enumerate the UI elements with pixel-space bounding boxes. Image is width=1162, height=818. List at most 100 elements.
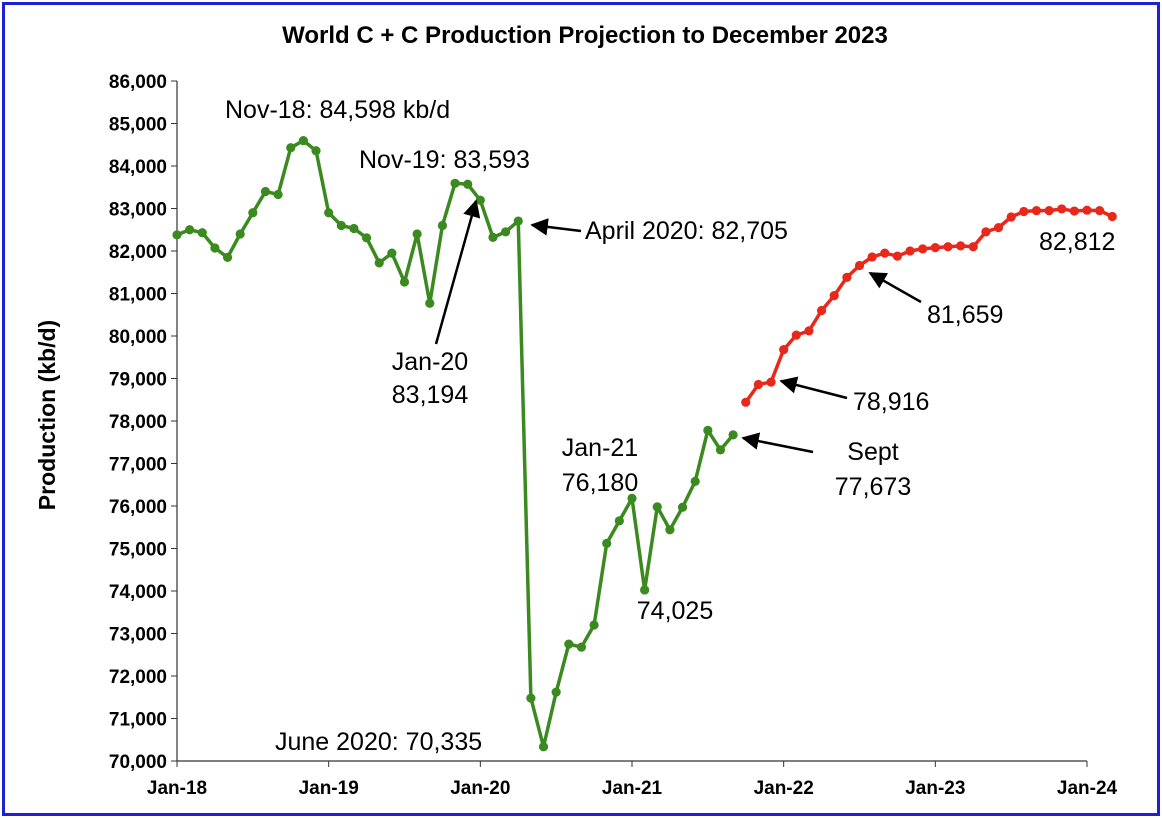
data-point bbox=[816, 305, 827, 316]
data-point bbox=[1019, 206, 1029, 217]
data-point bbox=[273, 189, 283, 200]
data-point bbox=[324, 208, 334, 218]
data-point bbox=[766, 377, 776, 387]
data-point bbox=[425, 298, 435, 308]
x-tick-label: Jan-23 bbox=[905, 778, 965, 799]
chart-title: World C + C Production Projection to Dec… bbox=[282, 22, 888, 49]
y-tick-label: 73,000 bbox=[109, 625, 167, 646]
annotation-arrow bbox=[741, 432, 814, 454]
annotation-line: Jan-21 bbox=[562, 434, 638, 462]
data-point bbox=[475, 195, 485, 205]
annotation-line: Nov-18: 84,598 kb/d bbox=[225, 96, 450, 124]
annotation-text: 81,659 bbox=[927, 301, 1003, 329]
y-tick-label: 84,000 bbox=[109, 157, 167, 178]
data-point bbox=[463, 179, 473, 189]
data-point bbox=[690, 476, 700, 486]
data-point bbox=[741, 397, 751, 407]
data-point bbox=[298, 135, 308, 146]
y-tick-label: 75,000 bbox=[109, 540, 167, 561]
data-point bbox=[488, 232, 498, 242]
data-point bbox=[943, 242, 953, 252]
data-point bbox=[640, 585, 650, 595]
y-tick-label: 80,000 bbox=[109, 327, 167, 348]
data-point bbox=[235, 229, 245, 239]
data-point bbox=[260, 186, 271, 197]
data-point bbox=[968, 242, 978, 252]
annotation-text: June 2020: 70,335 bbox=[275, 728, 482, 756]
annotation-line: June 2020: 70,335 bbox=[275, 728, 482, 756]
data-point bbox=[956, 241, 966, 251]
data-point bbox=[222, 252, 233, 262]
y-tick-label: 79,000 bbox=[109, 370, 167, 391]
x-tick-label: Jan-18 bbox=[147, 778, 207, 799]
data-point bbox=[703, 425, 713, 435]
data-point bbox=[336, 220, 346, 231]
data-point bbox=[1057, 204, 1067, 214]
data-point bbox=[602, 538, 612, 549]
data-point bbox=[501, 227, 511, 237]
data-point bbox=[412, 229, 422, 239]
series-layer bbox=[172, 135, 1117, 752]
data-point bbox=[210, 243, 220, 253]
data-point bbox=[665, 525, 675, 535]
annotation-text: April 2020: 82,705 bbox=[585, 217, 788, 245]
data-point bbox=[728, 430, 738, 440]
data-point bbox=[1107, 211, 1117, 222]
data-point bbox=[526, 693, 536, 703]
data-point bbox=[753, 379, 763, 390]
annotation-line: 81,659 bbox=[927, 301, 1003, 329]
data-point bbox=[248, 208, 258, 218]
data-point bbox=[399, 277, 410, 287]
data-point bbox=[1044, 206, 1054, 216]
data-point bbox=[1069, 206, 1079, 216]
x-tick-label: Jan-19 bbox=[299, 778, 359, 799]
data-point bbox=[513, 216, 523, 226]
y-tick-label: 70,000 bbox=[109, 752, 167, 773]
data-point bbox=[387, 248, 397, 258]
data-point bbox=[652, 502, 662, 512]
annotation-line: Jan-20 bbox=[392, 348, 468, 376]
data-point bbox=[589, 620, 599, 630]
data-point bbox=[349, 223, 359, 234]
data-point bbox=[538, 742, 549, 752]
x-tick-label: Jan-24 bbox=[1057, 778, 1118, 799]
data-point bbox=[437, 220, 448, 231]
data-point bbox=[1082, 205, 1092, 215]
annotation-line: 82,812 bbox=[1039, 228, 1115, 256]
data-point bbox=[614, 516, 624, 526]
data-point bbox=[450, 178, 460, 188]
data-point bbox=[779, 345, 789, 355]
y-tick-label: 82,000 bbox=[109, 242, 167, 263]
annotation-layer: Nov-18: 84,598 kb/d Nov-19: 83,593 Jan-20 8… bbox=[225, 96, 1115, 756]
annotation-line: Nov-19: 83,593 bbox=[359, 146, 530, 174]
annotation-line: April 2020: 82,705 bbox=[585, 217, 788, 245]
annotation-arrow bbox=[434, 199, 481, 345]
y-tick-label: 72,000 bbox=[109, 667, 167, 688]
annotation-text: Nov-19: 83,593 bbox=[359, 146, 530, 174]
y-tick-label: 71,000 bbox=[109, 710, 167, 731]
data-point bbox=[993, 223, 1004, 233]
data-point bbox=[361, 233, 372, 243]
annotation-arrow bbox=[779, 376, 848, 400]
data-point bbox=[854, 260, 865, 271]
y-tick-label: 78,000 bbox=[109, 412, 167, 433]
y-tick-label: 74,000 bbox=[109, 582, 167, 603]
data-point bbox=[576, 642, 587, 652]
data-point bbox=[564, 639, 574, 649]
annotation-line: 83,194 bbox=[392, 381, 469, 409]
annotation-text: Jan-20 83,194 bbox=[392, 348, 469, 409]
data-point bbox=[286, 143, 296, 153]
data-point bbox=[842, 272, 852, 282]
annotation-arrow bbox=[530, 218, 582, 236]
y-tick-label: 86,000 bbox=[109, 72, 167, 93]
annotation-line: 77,673 bbox=[835, 473, 911, 501]
data-point bbox=[374, 258, 384, 268]
data-point bbox=[1095, 206, 1105, 216]
data-point bbox=[867, 252, 877, 262]
x-tick-label: Jan-22 bbox=[754, 778, 814, 799]
data-point bbox=[918, 244, 928, 254]
annotation-line: 76,180 bbox=[562, 469, 638, 497]
data-point bbox=[551, 687, 561, 697]
annotation-text: 78,916 bbox=[853, 388, 929, 416]
